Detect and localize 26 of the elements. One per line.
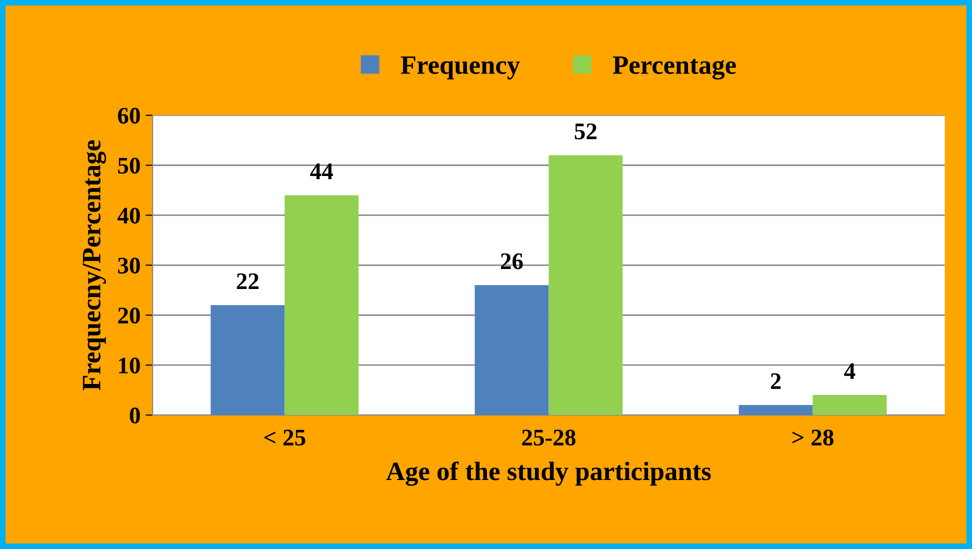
y-tick-label: 40	[118, 208, 140, 224]
x-tick-label: < 25	[264, 430, 306, 446]
data-label: 26	[500, 253, 523, 270]
bar	[738, 405, 813, 416]
bar	[812, 395, 887, 416]
legend-label: Percentage	[612, 56, 736, 80]
y-axis-title: Frequecny/Percentage	[82, 140, 106, 390]
x-axis-title: Age of the study participants	[386, 461, 711, 486]
y-tick-label: 20	[118, 308, 140, 324]
data-label: 52	[574, 123, 596, 140]
y-tick-label: 10	[119, 358, 140, 374]
bar	[284, 195, 359, 416]
legend-label: Frequency	[400, 56, 520, 80]
y-tick-label: 30	[118, 258, 140, 274]
x-tick-label: 25-28	[522, 430, 576, 446]
y-tick-label: 50	[118, 158, 140, 174]
data-label: 44	[310, 164, 333, 180]
y-tick-label: 0	[130, 408, 140, 424]
bar	[474, 285, 549, 416]
bar	[548, 155, 623, 416]
bar	[210, 305, 285, 416]
x-tick-label: > 28	[792, 430, 834, 446]
data-label: 4	[844, 363, 856, 379]
data-label: 2	[770, 373, 781, 389]
y-tick-label: 60	[118, 108, 140, 124]
data-label: 22	[236, 273, 258, 289]
